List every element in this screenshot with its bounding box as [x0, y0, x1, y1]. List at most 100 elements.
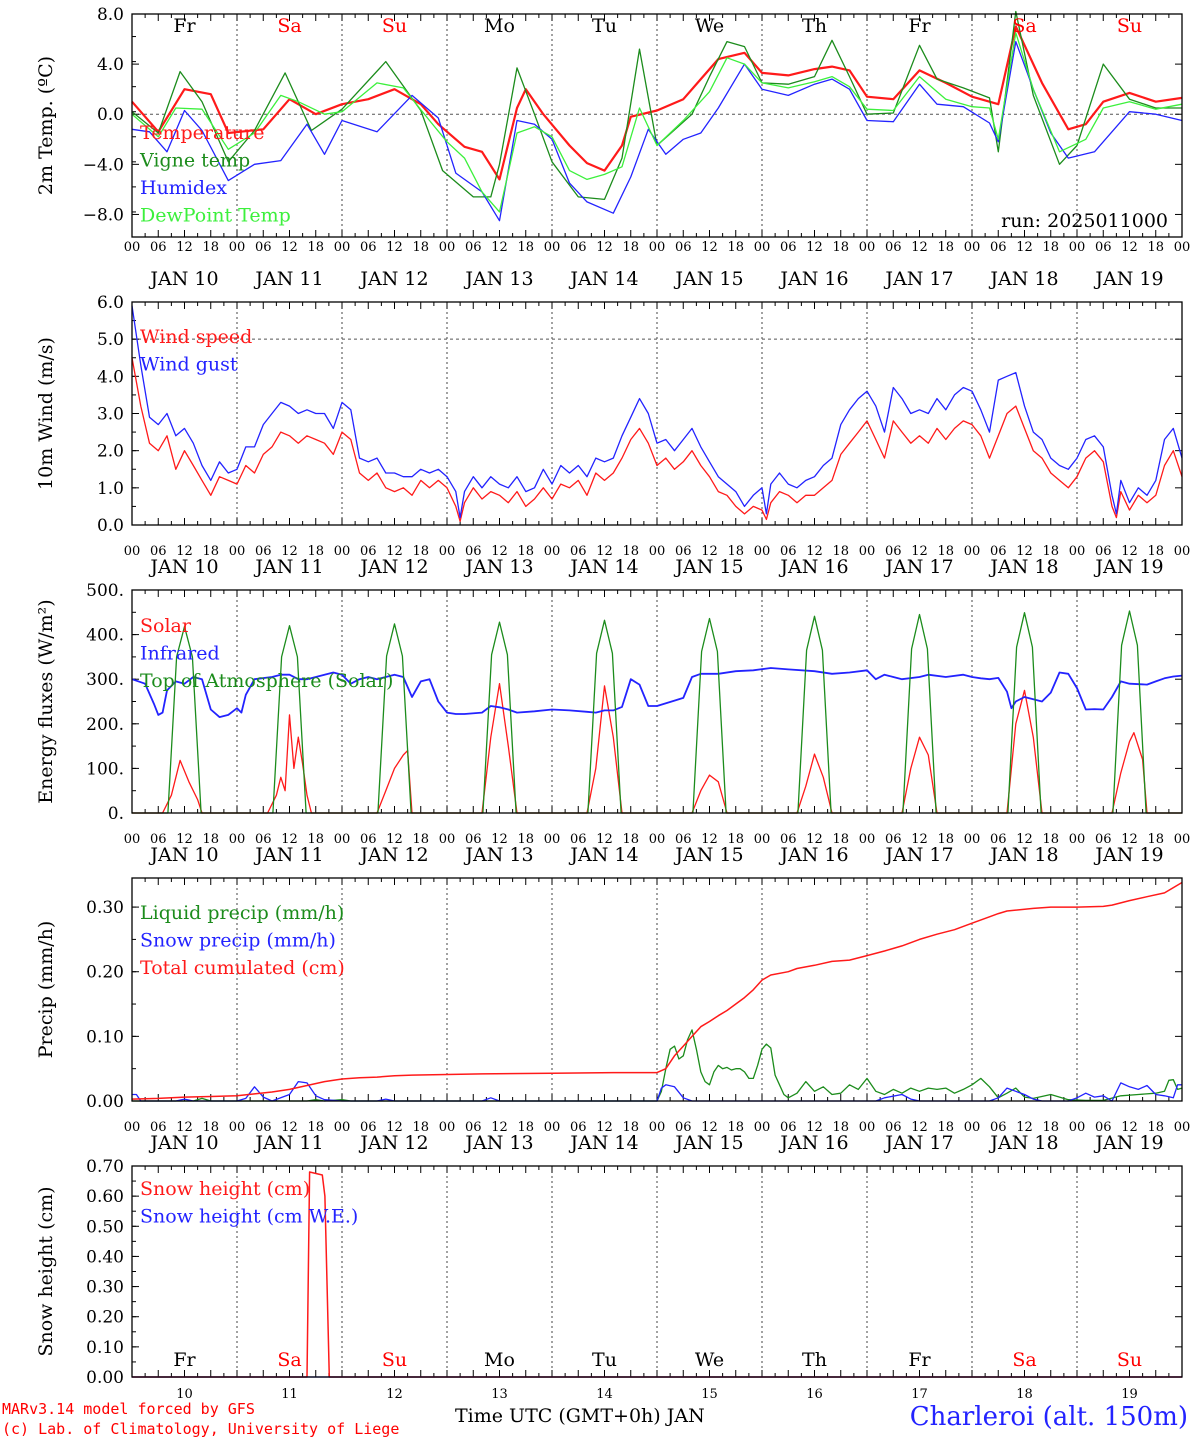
date-label: JAN 16	[778, 844, 848, 866]
y-tick-label: 500.	[86, 581, 124, 601]
date-label: JAN 12	[358, 1132, 428, 1154]
series-wind-speed	[131, 357, 1183, 522]
y-tick-label: 0.20	[86, 963, 124, 983]
date-label: JAN 19	[1093, 268, 1163, 290]
time-axis-label: Time UTC (GMT+0h) JAN	[455, 1405, 705, 1427]
hour-tick-label: 18	[1147, 832, 1164, 847]
y-tick-label: 300.	[86, 670, 124, 690]
hour-tick-label: 18	[412, 240, 429, 255]
date-label: JAN 18	[988, 1132, 1058, 1154]
y-tick-label: 100.	[86, 759, 124, 779]
y-tick-label: 5.0	[97, 330, 124, 350]
date-label: JAN 14	[568, 556, 638, 578]
hour-tick-label: 12	[281, 832, 298, 847]
weekday-label: We	[695, 15, 724, 37]
hour-tick-label: 00	[649, 832, 666, 847]
hour-tick-label: 00	[859, 544, 876, 559]
hour-tick-label: 18	[832, 544, 849, 559]
day-number-label: 11	[281, 1387, 298, 1402]
date-label: JAN 12	[358, 556, 428, 578]
date-label: JAN 18	[988, 844, 1058, 866]
y-tick-label: 6.0	[97, 293, 124, 313]
hour-tick-label: 06	[780, 544, 797, 559]
hour-tick-label: 18	[622, 1120, 639, 1135]
legend-snow-precip-mm-h: Snow precip (mm/h)	[140, 930, 336, 952]
hour-tick-label: 00	[334, 1120, 351, 1135]
hour-tick-label: 18	[517, 240, 534, 255]
y-tick-label: 0.60	[86, 1187, 124, 1207]
run-label: run: 2025011000	[1001, 210, 1168, 232]
date-label: JAN 16	[778, 268, 848, 290]
weekday-label: Mo	[484, 15, 515, 37]
date-label: JAN 10	[148, 268, 218, 290]
panel-frame	[131, 877, 1183, 1102]
hour-tick-label: 00	[1069, 544, 1086, 559]
y-tick-label: 0.	[108, 804, 124, 824]
hour-tick-label: 12	[806, 240, 823, 255]
hour-tick-label: 18	[832, 240, 849, 255]
hour-tick-label: 18	[412, 544, 429, 559]
y-axis-title: 2m Temp. (ºC)	[35, 56, 57, 195]
hour-tick-label: 12	[386, 240, 403, 255]
hour-tick-label: 00	[1174, 1120, 1191, 1135]
series-dewpoint-temp	[131, 32, 1183, 213]
hour-tick-label: 06	[990, 240, 1007, 255]
weekday-label: Su	[382, 15, 407, 37]
hour-tick-label: 00	[124, 240, 141, 255]
hour-tick-label: 06	[360, 544, 377, 559]
hour-tick-label: 18	[202, 832, 219, 847]
hour-tick-label: 18	[307, 240, 324, 255]
hour-tick-label: 00	[649, 1120, 666, 1135]
panel-wind: 6.0 5.0 4.0 3.0 2.0 1.0 0.0 10m Wind (m/s) Wind …	[35, 293, 1190, 578]
hour-tick-label: 06	[990, 544, 1007, 559]
weekday-label: Fr	[173, 15, 196, 37]
hour-tick-label: 18	[937, 832, 954, 847]
hour-tick-label: 00	[124, 832, 141, 847]
hour-tick-label: 06	[360, 240, 377, 255]
hour-tick-label: 12	[281, 240, 298, 255]
legend-snow-height-cm-w-e: Snow height (cm W.E.)	[140, 1206, 358, 1228]
series-total-cumulated-cm	[131, 881, 1183, 1100]
hour-tick-label: 12	[386, 1120, 403, 1135]
hour-tick-label: 06	[465, 544, 482, 559]
date-label: JAN 13	[463, 556, 533, 578]
hour-tick-label: 12	[701, 240, 718, 255]
y-axis-title: Snow height (cm)	[35, 1186, 57, 1356]
hour-tick-label: 00	[229, 1120, 246, 1135]
weekday-label: Su	[1117, 1349, 1142, 1371]
y-axis-title: Precip (mm/h)	[35, 921, 57, 1059]
hour-tick-label: 18	[1042, 1120, 1059, 1135]
day-number-label: 14	[596, 1387, 613, 1402]
hour-tick-label: 06	[885, 240, 902, 255]
hour-tick-label: 12	[176, 1120, 193, 1135]
hour-tick-label: 00	[439, 832, 456, 847]
weekday-label: We	[695, 1349, 724, 1371]
weekday-label: Mo	[484, 1349, 515, 1371]
hour-tick-label: 12	[491, 1120, 508, 1135]
date-label: JAN 14	[568, 1132, 638, 1154]
y-tick-label: 3.0	[97, 405, 124, 425]
hour-tick-label: 06	[1095, 240, 1112, 255]
hour-tick-label: 06	[885, 1120, 902, 1135]
date-label: JAN 17	[883, 268, 953, 290]
y-tick-label: 0.30	[86, 1278, 124, 1298]
hour-tick-label: 18	[832, 832, 849, 847]
hour-tick-label: 06	[780, 832, 797, 847]
y-tick-label: 0.0	[97, 516, 124, 536]
hour-tick-label: 06	[255, 544, 272, 559]
hour-tick-label: 18	[1042, 544, 1059, 559]
hour-tick-label: 06	[570, 832, 587, 847]
weekday-label: Fr	[908, 1349, 931, 1371]
hour-tick-label: 06	[780, 240, 797, 255]
hour-tick-label: 06	[255, 1120, 272, 1135]
y-tick-label: 0.00	[86, 1092, 124, 1112]
hour-tick-label: 00	[439, 544, 456, 559]
hour-tick-label: 00	[964, 832, 981, 847]
legend-total-cumulated-cm: Total cumulated (cm)	[140, 957, 345, 979]
panel-temperature: 8.0 4.0 0.0 −4.0 −8.0 2m Temp. (ºC) Temperatur…	[35, 5, 1190, 290]
hour-tick-label: 00	[964, 1120, 981, 1135]
hour-tick-label: 06	[570, 240, 587, 255]
hour-tick-label: 12	[281, 544, 298, 559]
day-number-label: 16	[806, 1387, 823, 1402]
weekday-label: Sa	[1012, 15, 1036, 37]
